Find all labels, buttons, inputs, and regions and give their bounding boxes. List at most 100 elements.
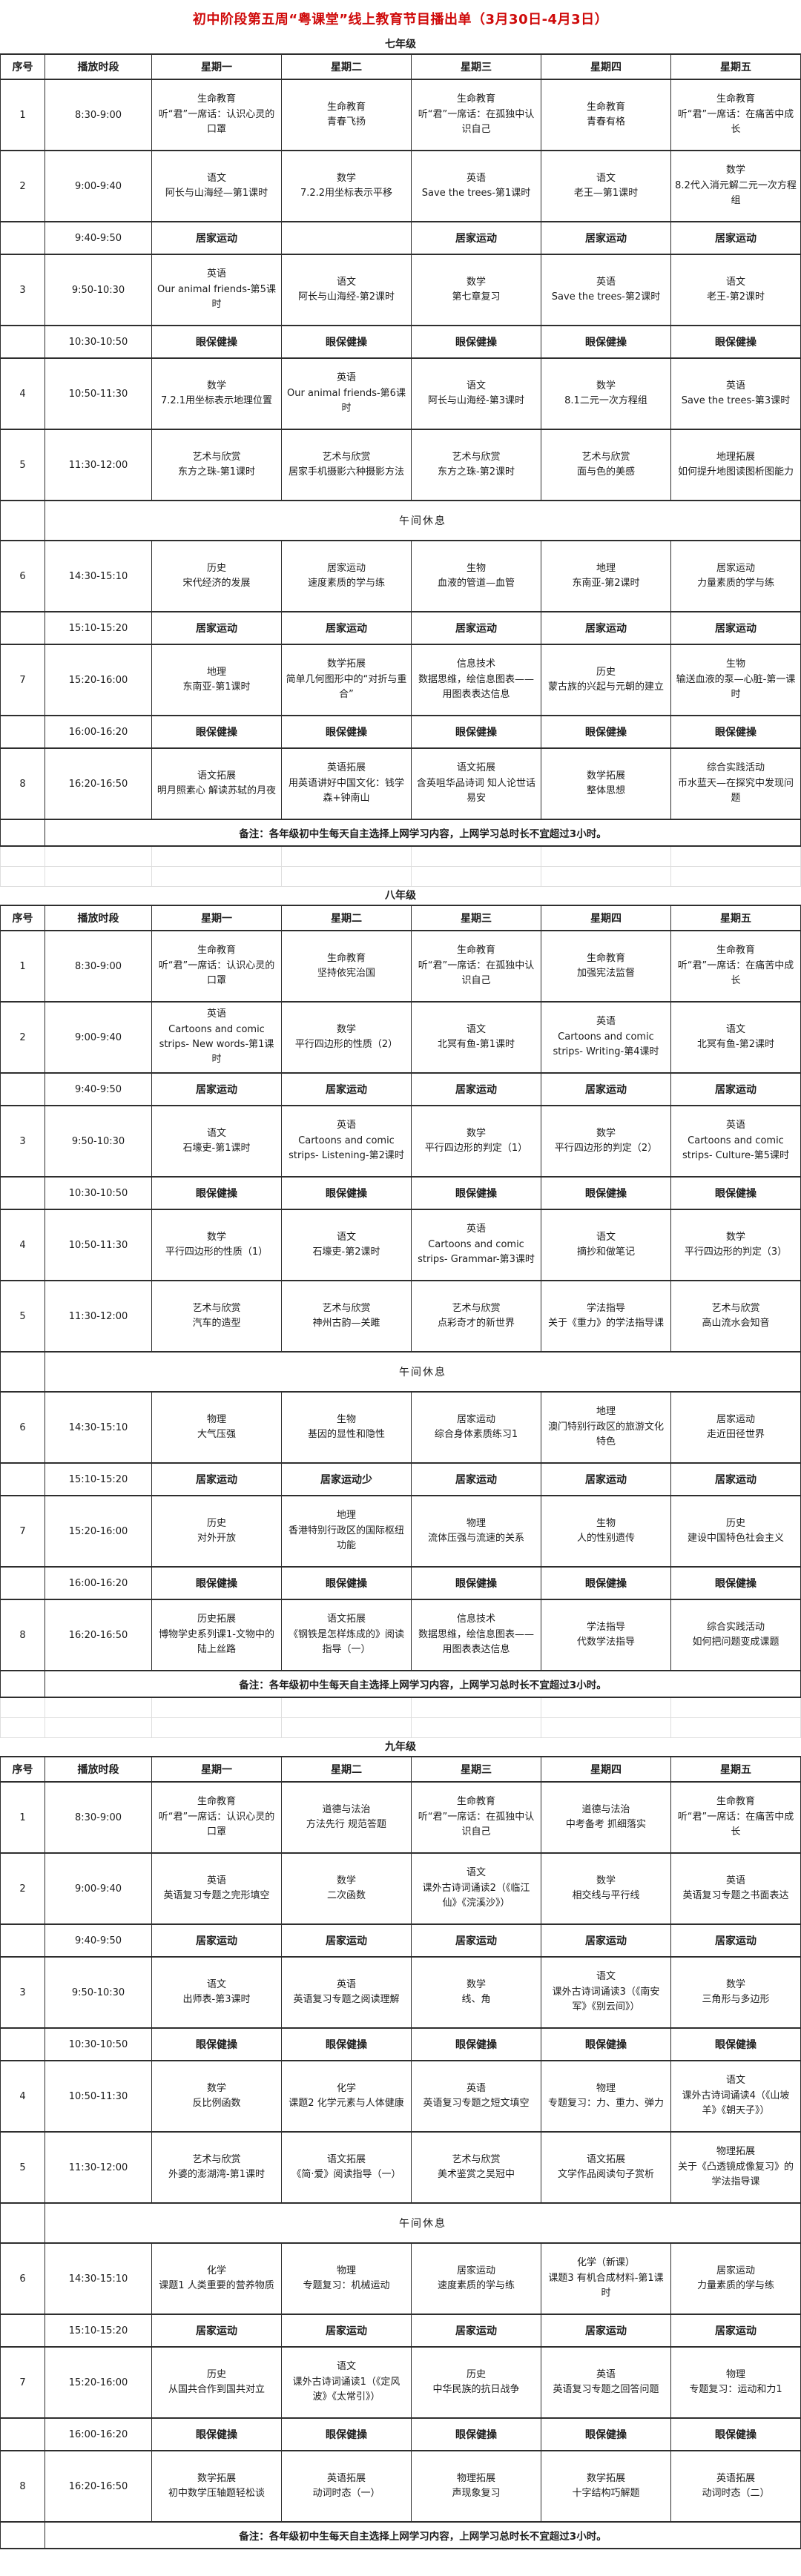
lesson-cell: 英语 英语复习专题之阅读理解 xyxy=(281,1956,412,2029)
lesson-cell: 居家运动 xyxy=(411,1462,541,1496)
lesson-cell: 数学 二次函数 xyxy=(281,1852,412,1925)
lesson-cell: 语文 课外古诗词诵读2（《临江仙》《浣溪沙》） xyxy=(411,1852,541,1925)
lesson-cell: 英语 Cartoons and comic strips- Grammar-第3课… xyxy=(411,1209,541,1281)
subject-label: 生命教育 xyxy=(326,101,366,113)
activity-label: 眼保健操 xyxy=(326,1188,367,1200)
lesson-topic: 大气压强 xyxy=(197,1429,236,1441)
lesson-cell: 语文 摘抄和做笔记 xyxy=(541,1209,671,1281)
filler-cell xyxy=(412,1718,541,1738)
subject-label: 居家运动 xyxy=(716,1413,755,1425)
subject-label: 语文 xyxy=(206,1127,226,1139)
row-number-cell: 1 xyxy=(0,79,45,151)
lesson-cell: 艺术与欣赏 汽车的造型 xyxy=(151,1280,282,1353)
lesson-topic: Cartoons and comic strips- Culture-第5课时 xyxy=(682,1135,789,1162)
activity-label: 居家运动 xyxy=(196,1084,237,1096)
activity-label: 眼保健操 xyxy=(455,1188,497,1200)
activity-label: 眼保健操 xyxy=(326,2429,367,2441)
activity-label: 居家运动 xyxy=(715,1084,756,1096)
subject-label: 居家运动 xyxy=(716,562,755,574)
subject-label: 语文拓展 xyxy=(326,1614,366,1625)
day-header-cell: 星期一 xyxy=(151,905,282,931)
activity-label: 居家运动 xyxy=(326,2325,367,2337)
lesson-cell: 艺术与欣赏 东方之珠-第2课时 xyxy=(411,429,541,501)
lesson-cell: 英语 Cartoons and comic strips- New words-第… xyxy=(151,1001,282,1074)
subject-label: 艺术与欣赏 xyxy=(192,451,241,463)
lesson-cell: 历史 中华民族的抗日战争 xyxy=(411,2346,541,2419)
subject-label: 生物 xyxy=(596,1517,616,1529)
subject-label: 生物 xyxy=(725,658,745,670)
lesson-topic: 数据思维，绘信息图表——用图表表达信息 xyxy=(418,674,534,701)
lesson-topic: Save the trees-第3课时 xyxy=(681,395,791,407)
row-number-cell: 7 xyxy=(0,2346,45,2419)
lesson-cell: 眼保健操 xyxy=(151,1176,282,1210)
table-row: 1 8:30-9:00 生命教育 听“君”一席话：认识心灵的口罩 道德与法治 方法先行 规… xyxy=(0,1781,801,1854)
lesson-topic: 走近田径世界 xyxy=(706,1429,765,1441)
lesson-cell: 数学 平行四边形的性质（2） xyxy=(281,1001,412,1074)
filler-cell xyxy=(671,867,801,887)
lesson-cell: 居家运动 xyxy=(151,221,282,255)
lesson-topic: 听“君”一席话：在痛苦中成长 xyxy=(677,1812,794,1838)
lesson-topic: 蒙古族的兴起与元朝的建立 xyxy=(547,681,664,693)
lesson-topic: 二次函数 xyxy=(326,1890,366,1902)
lesson-cell: 艺术与欣赏 美术鉴赏之吴冠中 xyxy=(411,2131,541,2204)
activity-label: 眼保健操 xyxy=(326,1578,367,1590)
lesson-cell: 居家运动 xyxy=(281,1072,412,1106)
time-slot-cell: 16:00-16:20 xyxy=(44,715,152,749)
lesson-cell: 居家运动 xyxy=(151,1462,282,1496)
table-row: 4 10:50-11:30 数学 7.2.1用坐标表示地理位置 英语 Our animal… xyxy=(0,357,801,430)
lesson-topic: 声现象复习 xyxy=(452,2488,501,2500)
subject-label: 语文 xyxy=(466,1867,486,1879)
subject-label: 英语 xyxy=(466,1223,486,1235)
table-row: 16:00-16:20 眼保健操 眼保健操 眼保健操 眼保健操 眼保健操 xyxy=(0,2417,801,2451)
lesson-cell: 艺术与欣赏 高山流水会知音 xyxy=(670,1280,801,1353)
time-slot-cell: 16:00-16:20 xyxy=(44,1566,152,1600)
lesson-topic: 7.2.1用坐标表示地理位置 xyxy=(160,395,273,407)
lesson-topic: 课外古诗词诵读3（《南安军》《别云间》） xyxy=(552,1987,660,2013)
time-slot-cell: 8:30-9:00 xyxy=(44,79,152,151)
lesson-topic: 8.2代入消元解二元一次方程组 xyxy=(675,180,797,207)
lesson-topic: 课题2 化学元素与人体健康 xyxy=(289,2098,404,2110)
subject-label: 语文拓展 xyxy=(456,762,495,774)
subject-label: 道德与法治 xyxy=(322,1803,371,1815)
lunch-break-cell: 午间休息 xyxy=(44,500,801,541)
lesson-cell: 居家运动 xyxy=(670,611,801,645)
subject-label: 英语拓展 xyxy=(326,762,366,774)
lesson-topic: 中华民族的抗日战争 xyxy=(432,2384,520,2396)
lesson-topic: 英语复习专题之回答问题 xyxy=(553,2384,659,2396)
filler-cell xyxy=(282,1698,412,1718)
subject-label: 英语拓展 xyxy=(716,2472,755,2484)
time-slot-cell: 9:40-9:50 xyxy=(44,1923,152,1958)
activity-label: 居家运动 xyxy=(196,1935,237,1947)
activity-label: 居家运动 xyxy=(585,233,627,245)
lesson-topic: 综合身体素质练习1 xyxy=(434,1429,518,1441)
lesson-cell: 居家运动 xyxy=(541,1462,671,1496)
time-slot-cell: 9:00-9:40 xyxy=(44,1852,152,1925)
subject-label: 语文 xyxy=(336,2361,356,2373)
subject-label: 英语 xyxy=(206,1875,226,1886)
lesson-cell: 眼保健操 xyxy=(411,1566,541,1600)
lesson-cell: 眼保健操 xyxy=(281,1176,412,1210)
filler-cell xyxy=(412,847,541,867)
day-header-cell: 星期一 xyxy=(151,1756,282,1783)
lesson-topic: 平行四边形的性质（1） xyxy=(165,1246,268,1258)
time-slot-cell: 15:20-16:00 xyxy=(44,644,152,716)
lesson-topic: 东南亚-第1课时 xyxy=(182,681,251,693)
header-cell: 序号 xyxy=(0,1756,45,1783)
subject-label: 英语 xyxy=(725,380,745,392)
day-header-cell: 星期二 xyxy=(281,905,412,931)
lesson-cell: 艺术与欣赏 居家手机摄影六种摄影方法 xyxy=(281,429,412,501)
schedule-table-grade-7: 序号 播放时段 星期一 星期二 星期三 星期四 星期五 1 8:30-9:00 生命教育 听“君”一… xyxy=(0,53,801,847)
subject-label: 数学 xyxy=(206,1231,226,1243)
row-number-cell xyxy=(0,1670,45,1698)
lesson-cell: 居家运动 xyxy=(151,611,282,645)
lesson-cell: 数学 平行四边形的判定（3） xyxy=(670,1209,801,1281)
table-row: 9:40-9:50 居家运动 居家运动 居家运动 居家运动 居家运动 xyxy=(0,1072,801,1106)
lesson-topic: 英语复习专题之书面表达 xyxy=(682,1890,789,1902)
lesson-cell: 语文 石壕吏-第2课时 xyxy=(281,1209,412,1281)
table-row: 备注：各年级初中生每天自主选择上网学习内容，上网学习总时长不宜超过3小时。 xyxy=(0,819,801,847)
activity-label: 眼保健操 xyxy=(715,727,756,739)
subject-label: 数学 xyxy=(206,380,226,392)
subject-label: 艺术与欣赏 xyxy=(192,2153,241,2165)
filler-cell xyxy=(541,1718,671,1738)
time-slot-cell: 11:30-12:00 xyxy=(44,2131,152,2204)
